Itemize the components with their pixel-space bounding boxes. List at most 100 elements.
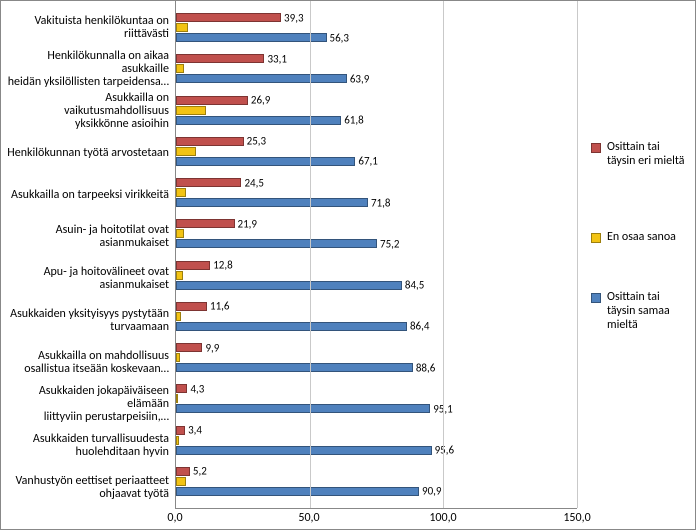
category-label: Vanhustyön eettiset periaatteetohjaavat … xyxy=(1,467,175,509)
bar-value-label: 61,8 xyxy=(344,114,363,127)
bar-group: 24,5 71,8 xyxy=(176,172,577,213)
bar-disagree: 9,9 xyxy=(176,343,202,352)
category-label: Asukkailla on tarpeeksi virikkeitä xyxy=(1,174,175,216)
bar-group: 4,3 95,1 xyxy=(176,378,577,419)
gridline xyxy=(310,1,311,508)
bar-value-label: 56,3 xyxy=(330,31,349,44)
bar-value-label: 90,9 xyxy=(422,485,441,498)
category-label: Asukkaiden turvallisuudestahuolehditaan … xyxy=(1,425,175,467)
bar-disagree: 11,6 xyxy=(176,302,207,311)
x-axis: 0,050,0100,0150,0 xyxy=(175,509,577,529)
bar-value-label: 11,6 xyxy=(210,300,229,313)
bar-disagree: 39,3 xyxy=(176,13,281,22)
bar-agree: 90,9 xyxy=(176,487,419,496)
legend-item: Osittain taitäysin samaamieltä xyxy=(591,291,670,332)
bar-agree: 67,1 xyxy=(176,157,355,166)
bar-agree: 61,8 xyxy=(176,116,341,125)
legend-label: Osittain taitäysin eri mieltä xyxy=(607,141,685,169)
bar-value-label: 12,8 xyxy=(213,259,232,272)
legend-item: En osaa sanoa xyxy=(591,231,676,245)
bar-value-label: 33,1 xyxy=(267,52,286,65)
category-label: Vakituista henkilökuntaa onriittävästi xyxy=(1,7,175,49)
category-label: Asukkaiden jokapäiväiseen elämäänliittyv… xyxy=(1,383,175,425)
bar-value-label: 84,5 xyxy=(405,279,424,292)
bar-agree: 63,9 xyxy=(176,74,347,83)
bar-group: 21,9 75,2 xyxy=(176,213,577,254)
bar-agree: 75,2 xyxy=(176,239,377,248)
bar-dontknow xyxy=(176,394,178,403)
category-label: Asukkailla on mahdollisuusosallistua its… xyxy=(1,342,175,384)
bar-dontknow xyxy=(176,106,206,115)
bar-dontknow xyxy=(176,188,186,197)
bar-agree: 95,6 xyxy=(176,446,432,455)
bar-value-label: 75,2 xyxy=(380,237,399,250)
category-label: Henkilökunnan työtä arvostetaan xyxy=(1,132,175,174)
bar-disagree: 26,9 xyxy=(176,96,248,105)
bar-agree: 88,6 xyxy=(176,363,413,372)
legend-swatch xyxy=(591,293,601,303)
bar-agree: 86,4 xyxy=(176,322,407,331)
bar-dontknow xyxy=(176,229,184,238)
bar-disagree: 25,3 xyxy=(176,137,244,146)
category-axis: Vakituista henkilökuntaa onriittävästiHe… xyxy=(1,1,175,529)
legend-swatch xyxy=(591,143,601,153)
category-label: Asuin- ja hoitotilat ovatasianmukaiset xyxy=(1,216,175,258)
bar-group: 39,3 56,3 xyxy=(176,7,577,48)
x-tick-label: 0,0 xyxy=(167,511,182,525)
bar-agree: 95,1 xyxy=(176,404,430,413)
x-tick-label: 100,0 xyxy=(429,511,456,525)
legend-label: En osaa sanoa xyxy=(607,231,676,245)
bar-value-label: 21,9 xyxy=(238,217,257,230)
legend-label: Osittain taitäysin samaamieltä xyxy=(607,291,670,332)
bar-value-label: 24,5 xyxy=(244,176,263,189)
bar-group: 33,1 63,9 xyxy=(176,48,577,89)
bar-disagree: 5,2 xyxy=(176,467,190,476)
bar-group: 5,2 90,9 xyxy=(176,461,577,502)
bar-value-label: 88,6 xyxy=(416,361,435,374)
bar-disagree: 3,4 xyxy=(176,426,185,435)
bar-value-label: 86,4 xyxy=(410,320,429,333)
bar-value-label: 3,4 xyxy=(188,424,202,437)
plot-area: 39,3 56,3 33,1 63,9 26,9 61,8 25,3 67,1 24,5 71,8… xyxy=(175,1,577,509)
x-tick-label: 50,0 xyxy=(298,511,319,525)
bar-value-label: 4,3 xyxy=(190,382,204,395)
bar-dontknow xyxy=(176,271,183,280)
bar-dontknow xyxy=(176,477,186,486)
bar-value-label: 63,9 xyxy=(350,72,369,85)
bar-value-label: 5,2 xyxy=(193,465,207,478)
bar-dontknow xyxy=(176,147,196,156)
legend: Osittain taitäysin eri mieltä En osaa san… xyxy=(577,1,695,529)
category-label: Asukkaiden yksityisyys pystytäänturvaama… xyxy=(1,300,175,342)
legend-item: Osittain taitäysin eri mieltä xyxy=(591,141,685,169)
bar-agree: 56,3 xyxy=(176,33,327,42)
bar-dontknow xyxy=(176,353,180,362)
plot-column: 39,3 56,3 33,1 63,9 26,9 61,8 25,3 67,1 24,5 71,8… xyxy=(175,1,577,529)
bar-agree: 84,5 xyxy=(176,281,402,290)
bar-disagree: 21,9 xyxy=(176,219,235,228)
legend-swatch xyxy=(591,233,601,243)
bar-disagree: 24,5 xyxy=(176,178,241,187)
bar-dontknow xyxy=(176,436,179,445)
bar-group: 3,4 95,6 xyxy=(176,420,577,461)
bar-disagree: 4,3 xyxy=(176,384,187,393)
bar-value-label: 67,1 xyxy=(358,155,377,168)
bar-group: 12,8 84,5 xyxy=(176,255,577,296)
bar-group: 26,9 61,8 xyxy=(176,90,577,131)
bar-dontknow xyxy=(176,23,188,32)
bar-value-label: 9,9 xyxy=(205,341,219,354)
chart-frame: Vakituista henkilökuntaa onriittävästiHe… xyxy=(0,0,696,530)
gridline xyxy=(443,1,444,508)
category-label: Henkilökunnalla on aikaa asukkailleheidä… xyxy=(1,49,175,91)
bar-agree: 71,8 xyxy=(176,198,368,207)
bar-value-label: 26,9 xyxy=(251,94,270,107)
bar-disagree: 33,1 xyxy=(176,54,264,63)
bar-dontknow xyxy=(176,312,181,321)
bar-group: 11,6 86,4 xyxy=(176,296,577,337)
bar-value-label: 71,8 xyxy=(371,196,390,209)
bar-dontknow xyxy=(176,64,184,73)
bar-disagree: 12,8 xyxy=(176,261,210,270)
bar-group: 9,9 88,6 xyxy=(176,337,577,378)
bar-group: 25,3 67,1 xyxy=(176,131,577,172)
category-label: Asukkailla on vaikutusmahdollisuusyksikk… xyxy=(1,91,175,133)
category-label: Apu- ja hoitovälineet ovatasianmukaiset xyxy=(1,258,175,300)
